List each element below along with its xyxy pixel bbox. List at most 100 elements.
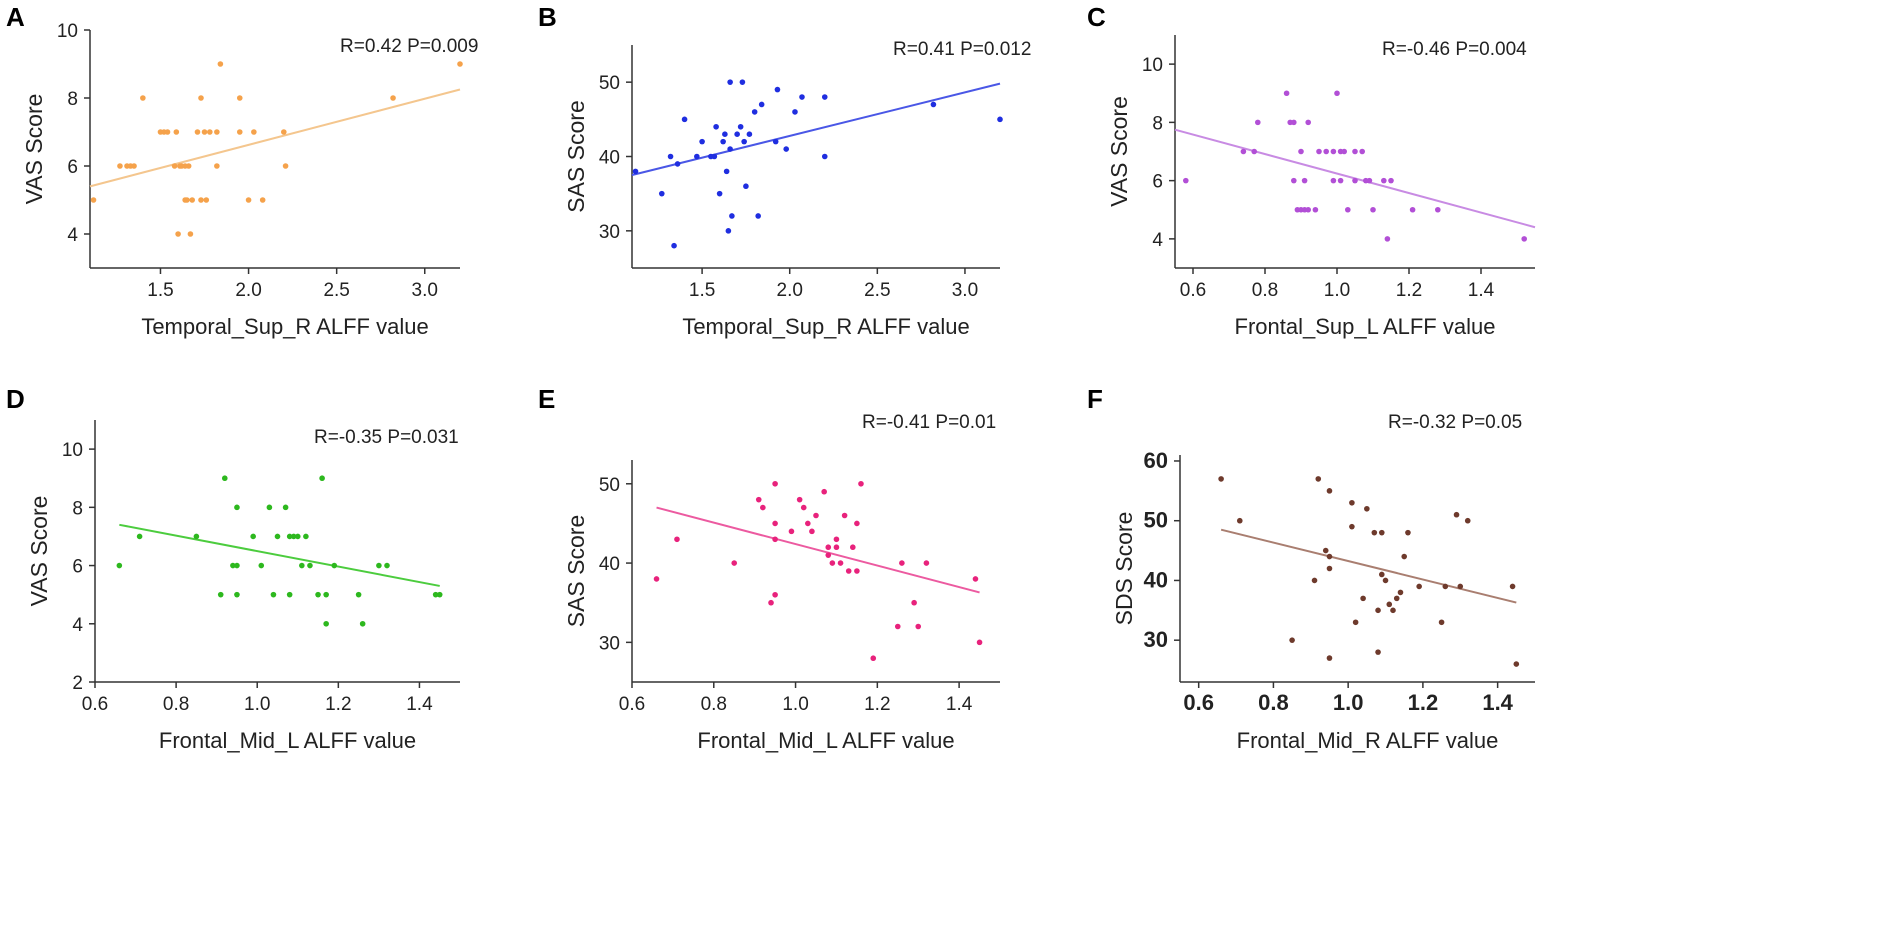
data-point: [653, 576, 660, 582]
data-point: [825, 544, 832, 551]
data-point: [821, 488, 827, 495]
x-tick-label: 1.0: [1324, 280, 1350, 301]
data-point: [259, 197, 266, 203]
y-tick-label: 4: [72, 615, 83, 636]
data-point: [1435, 206, 1441, 213]
data-point: [90, 197, 97, 203]
y-tick-label: 60: [1144, 448, 1168, 473]
y-axis-title: VAS Score: [26, 496, 52, 607]
data-point: [307, 562, 313, 569]
data-point: [720, 138, 726, 145]
x-tick-label: 1.2: [325, 694, 351, 715]
data-point: [1521, 236, 1527, 242]
data-point: [1382, 577, 1389, 584]
regression-line: [631, 82, 1001, 177]
data-point: [1409, 206, 1416, 213]
data-point: [821, 94, 828, 100]
correlation-stat-label: R=0.41 P=0.012: [893, 39, 1031, 60]
correlation-stat-label: R=-0.41 P=0.01: [862, 412, 996, 433]
panel-letter: C: [1087, 2, 1106, 32]
data-point: [894, 623, 901, 630]
data-point: [1236, 517, 1243, 524]
y-tick-label: 50: [1144, 508, 1168, 533]
data-point: [911, 599, 917, 606]
data-point: [772, 480, 778, 487]
data-point: [286, 591, 293, 598]
data-point: [136, 533, 143, 540]
y-tick-label: 6: [72, 557, 83, 578]
x-axis-title: Temporal_Sup_R ALFF value: [682, 314, 969, 339]
data-point: [727, 79, 733, 85]
data-point: [1305, 206, 1311, 213]
data-point: [323, 620, 329, 627]
data-point: [755, 213, 761, 219]
data-point: [833, 536, 840, 543]
data-point: [230, 562, 236, 569]
data-point: [1322, 547, 1329, 554]
data-point: [1416, 583, 1422, 590]
data-point: [198, 197, 204, 203]
data-point: [1183, 177, 1189, 184]
x-tick-label: 1.2: [1396, 280, 1422, 301]
data-point: [282, 163, 289, 169]
x-tick-label: 2.5: [323, 280, 349, 301]
data-point: [1341, 148, 1347, 155]
data-point: [930, 101, 937, 108]
data-point: [723, 168, 730, 175]
data-point: [1240, 148, 1247, 155]
data-point: [1311, 577, 1318, 584]
data-point: [1283, 90, 1290, 97]
data-point: [250, 533, 256, 540]
x-axis-title: Frontal_Mid_L ALFF value: [159, 728, 416, 753]
data-point: [760, 504, 766, 511]
data-point: [1352, 148, 1358, 155]
x-tick-label: 0.8: [1252, 280, 1278, 301]
data-point: [1359, 148, 1365, 155]
panel-b: B 1.5 2.0 2.5 3.0 30 40 50 Temporal_Sup_R ALFF v…: [538, 2, 1031, 339]
y-axis-title: SAS Score: [563, 100, 589, 213]
x-tick-label: 0.8: [163, 694, 189, 715]
data-point: [1349, 499, 1355, 506]
data-point: [1371, 529, 1378, 536]
data-point: [1323, 148, 1329, 155]
data-point: [1375, 649, 1381, 655]
x-tick-label: 3.0: [952, 280, 978, 301]
data-point: [1405, 529, 1411, 536]
x-tick-label: 1.5: [147, 280, 173, 301]
data-point: [899, 560, 905, 566]
data-point: [116, 562, 123, 569]
data-point: [1330, 148, 1337, 155]
data-point: [201, 129, 208, 135]
data-point: [203, 197, 210, 203]
data-point: [1360, 595, 1366, 602]
data-point: [331, 562, 338, 569]
panel-letter: F: [1087, 384, 1103, 414]
panel-a: A 1.5 2.0 2.5 3.0 4 6 8 10 Temporal_Sup_R ALFF va…: [6, 2, 478, 339]
x-tick-label: 3.0: [412, 280, 438, 301]
y-tick-label: 30: [599, 222, 620, 243]
y-tick-label: 30: [1144, 627, 1168, 652]
x-tick-label: 1.0: [782, 694, 808, 715]
x-tick-label: 1.0: [244, 694, 270, 715]
data-point: [175, 231, 181, 237]
data-point: [1330, 177, 1337, 184]
data-point: [741, 138, 747, 145]
data-point: [772, 520, 778, 527]
data-point: [234, 591, 240, 598]
data-point: [833, 544, 840, 551]
data-point: [681, 116, 688, 123]
data-point: [758, 101, 765, 108]
data-point: [282, 504, 289, 511]
y-tick-label: 4: [1152, 230, 1163, 251]
data-point: [972, 576, 979, 582]
data-point: [323, 591, 329, 598]
data-point: [743, 183, 749, 190]
data-point: [236, 129, 243, 135]
data-point: [1384, 236, 1391, 242]
data-point: [1316, 148, 1322, 155]
data-point: [1513, 661, 1520, 667]
data-point: [722, 131, 728, 137]
data-point: [725, 228, 732, 234]
data-point: [1334, 90, 1340, 97]
y-axis-title: SDS Score: [1111, 512, 1137, 626]
